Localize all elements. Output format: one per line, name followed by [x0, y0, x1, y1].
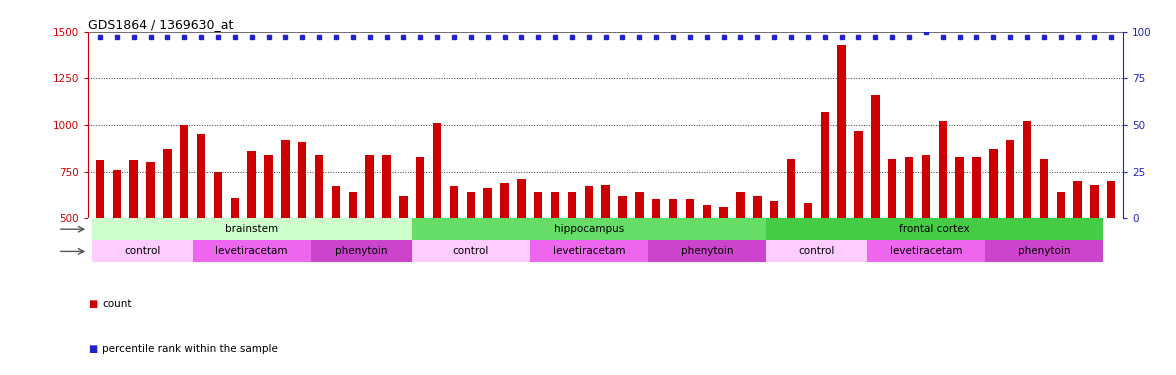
- Bar: [1040, 159, 1048, 218]
- Bar: [113, 170, 121, 218]
- Bar: [534, 192, 542, 218]
- Bar: [854, 130, 863, 218]
- Text: control: control: [123, 246, 160, 256]
- Bar: [702, 205, 711, 218]
- Bar: [669, 200, 677, 218]
- Text: phenytoin: phenytoin: [681, 246, 733, 256]
- Bar: [803, 203, 813, 218]
- Text: levetiracetam: levetiracetam: [553, 246, 624, 256]
- Bar: [214, 171, 222, 218]
- Text: count: count: [102, 299, 132, 309]
- Bar: [193, 240, 310, 262]
- Bar: [382, 155, 390, 218]
- Bar: [1023, 121, 1031, 218]
- Bar: [867, 240, 984, 262]
- Text: phenytoin: phenytoin: [1017, 246, 1070, 256]
- Bar: [348, 192, 358, 218]
- Bar: [247, 151, 256, 218]
- Bar: [1005, 140, 1015, 218]
- Bar: [412, 218, 766, 240]
- Bar: [399, 196, 408, 218]
- Bar: [1074, 181, 1082, 218]
- Bar: [467, 192, 475, 218]
- Bar: [129, 160, 138, 218]
- Bar: [550, 192, 560, 218]
- Bar: [973, 157, 981, 218]
- Bar: [720, 207, 728, 218]
- Text: control: control: [453, 246, 489, 256]
- Bar: [517, 179, 526, 218]
- Text: phenytoin: phenytoin: [335, 246, 388, 256]
- Bar: [449, 186, 459, 218]
- Text: percentile rank within the sample: percentile rank within the sample: [102, 344, 279, 354]
- Bar: [770, 201, 779, 218]
- Text: ■: ■: [88, 344, 98, 354]
- Bar: [416, 157, 425, 218]
- Bar: [837, 45, 846, 218]
- Bar: [298, 142, 307, 218]
- Bar: [281, 140, 289, 218]
- Bar: [180, 125, 188, 218]
- Bar: [1090, 184, 1098, 218]
- Bar: [1056, 192, 1065, 218]
- Bar: [648, 240, 766, 262]
- Bar: [821, 112, 829, 218]
- Bar: [92, 218, 412, 240]
- Bar: [922, 155, 930, 218]
- Text: frontal cortex: frontal cortex: [898, 224, 970, 234]
- Bar: [146, 162, 155, 218]
- Text: levetiracetam: levetiracetam: [215, 246, 288, 256]
- Text: levetiracetam: levetiracetam: [889, 246, 962, 256]
- Bar: [635, 192, 643, 218]
- Bar: [95, 160, 105, 218]
- Bar: [938, 121, 947, 218]
- Bar: [787, 159, 795, 218]
- Text: control: control: [799, 246, 835, 256]
- Bar: [904, 157, 914, 218]
- Bar: [163, 149, 172, 218]
- Bar: [230, 198, 239, 218]
- Bar: [766, 240, 867, 262]
- Bar: [568, 192, 576, 218]
- Bar: [412, 240, 530, 262]
- Bar: [92, 240, 193, 262]
- Bar: [984, 240, 1103, 262]
- Bar: [601, 184, 610, 218]
- Text: ■: ■: [88, 299, 98, 309]
- Bar: [989, 149, 997, 218]
- Bar: [619, 196, 627, 218]
- Bar: [265, 155, 273, 218]
- Bar: [955, 157, 964, 218]
- Bar: [332, 186, 340, 218]
- Bar: [500, 183, 509, 218]
- Bar: [483, 188, 492, 218]
- Bar: [1107, 181, 1116, 218]
- Bar: [753, 196, 762, 218]
- Text: brainstem: brainstem: [225, 224, 279, 234]
- Bar: [366, 155, 374, 218]
- Bar: [766, 218, 1103, 240]
- Bar: [196, 134, 206, 218]
- Bar: [871, 95, 880, 218]
- Text: GDS1864 / 1369630_at: GDS1864 / 1369630_at: [88, 18, 234, 31]
- Bar: [686, 200, 694, 218]
- Text: hippocampus: hippocampus: [554, 224, 624, 234]
- Bar: [736, 192, 744, 218]
- Bar: [652, 200, 661, 218]
- Bar: [315, 155, 323, 218]
- Bar: [530, 240, 648, 262]
- Bar: [888, 159, 896, 218]
- Bar: [433, 123, 441, 218]
- Bar: [310, 240, 412, 262]
- Bar: [584, 186, 593, 218]
